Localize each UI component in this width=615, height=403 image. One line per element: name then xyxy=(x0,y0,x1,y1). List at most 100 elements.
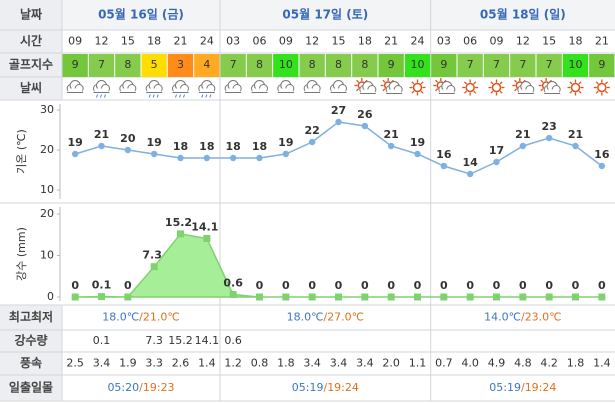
sun-time-high: 19:23 xyxy=(143,381,175,394)
golf-index: 9 xyxy=(440,58,447,71)
rain-amount: 15.2 xyxy=(168,334,193,347)
time: 12 xyxy=(305,35,319,48)
min-max-sep: / xyxy=(139,311,143,324)
rain-point xyxy=(203,234,211,242)
cloud xyxy=(173,88,188,93)
rain-point xyxy=(414,293,421,301)
golf-cell xyxy=(510,54,536,77)
weather-icon xyxy=(224,80,242,93)
sun-ray xyxy=(464,81,468,85)
data-label: 18 xyxy=(199,140,214,153)
data-label: 23 xyxy=(542,120,557,133)
data-label: 21 xyxy=(384,128,399,141)
time: 09 xyxy=(490,35,504,48)
min-max: 18.0℃/27.0℃ xyxy=(287,311,364,324)
golf-cell xyxy=(62,54,88,77)
golf-index: 8 xyxy=(361,58,368,71)
label-cell xyxy=(0,375,62,401)
y-tick-label: 30 xyxy=(40,103,54,116)
time: 12 xyxy=(95,35,109,48)
min-max: 14.0℃/23.0℃ xyxy=(484,311,561,324)
data-label: 0 xyxy=(335,279,343,292)
sun-ray xyxy=(514,79,518,83)
cloud xyxy=(331,88,346,93)
sun-time-high: 19:24 xyxy=(525,381,557,394)
time: 21 xyxy=(174,35,188,48)
rain-point xyxy=(519,293,527,301)
cloud xyxy=(120,88,135,93)
time: 15 xyxy=(332,35,346,48)
temp-point xyxy=(598,162,606,170)
min-max-high: 23.0℃ xyxy=(525,311,562,324)
sun-ray xyxy=(604,81,608,85)
rain-amount: 7.3 xyxy=(145,334,163,347)
sun-ray xyxy=(578,90,582,94)
rain-point xyxy=(598,293,606,301)
sun-ray xyxy=(420,90,424,94)
wind: 1.2 xyxy=(224,357,242,370)
golf-cell xyxy=(141,54,167,77)
rain-point xyxy=(150,263,158,271)
rain-point xyxy=(572,293,579,301)
sun-time-sep: / xyxy=(139,381,143,394)
rain-drop xyxy=(209,94,212,98)
data-label: 21 xyxy=(568,128,583,141)
weather-icon xyxy=(303,80,321,93)
temp-point xyxy=(282,150,290,158)
row-label: 날짜 xyxy=(20,7,42,22)
data-label: 0 xyxy=(256,279,264,292)
rain-drop xyxy=(100,94,102,98)
golf-index: 3 xyxy=(177,58,184,71)
data-label: 17 xyxy=(489,144,504,157)
sun-time: 05:19/19:24 xyxy=(292,381,359,394)
sun-ray xyxy=(420,81,424,85)
cloud xyxy=(360,89,375,94)
rain-point xyxy=(98,293,105,301)
sun-ray xyxy=(595,81,599,85)
golf-cell xyxy=(352,54,378,77)
temp-point xyxy=(572,142,579,150)
golf-cell xyxy=(457,54,483,77)
data-label: 19 xyxy=(410,136,425,149)
data-label: 19 xyxy=(147,136,162,149)
wind: 1.1 xyxy=(409,357,427,370)
wind: 4.2 xyxy=(540,357,558,370)
data-label: 0 xyxy=(466,279,474,292)
sun-ray xyxy=(569,90,573,94)
rain-drop xyxy=(179,94,181,98)
date: 05월 16일 (금) xyxy=(98,7,184,22)
weather-icon xyxy=(119,80,137,93)
data-label: 0 xyxy=(414,279,422,292)
weather-icon xyxy=(462,79,479,96)
wind: 2.5 xyxy=(66,357,84,370)
golf-cell xyxy=(299,54,325,77)
rain-point xyxy=(229,291,237,299)
weather-icon xyxy=(66,80,84,93)
data-label: 0 xyxy=(493,279,501,292)
rain-amount: 0.1 xyxy=(93,334,111,347)
rain-point xyxy=(256,293,263,301)
wind: 2.6 xyxy=(172,357,190,370)
sun-ray xyxy=(356,88,360,92)
sun-ray xyxy=(514,88,518,92)
rain-drop xyxy=(96,94,98,98)
wind: 3.3 xyxy=(145,357,163,370)
sun-time: 05:20/19:23 xyxy=(107,381,174,394)
data-label: 0 xyxy=(282,279,290,292)
golf-index: 4 xyxy=(203,58,210,71)
temp-point xyxy=(545,134,553,142)
sun-ray xyxy=(411,90,415,94)
sun-ray xyxy=(540,88,544,92)
golf-cell xyxy=(589,54,615,77)
temp-point xyxy=(387,142,395,150)
row-label: 날씨 xyxy=(20,81,42,95)
min-max: 18.0℃/21.0℃ xyxy=(102,311,179,324)
data-label: 0.1 xyxy=(92,279,112,292)
label-cell xyxy=(0,0,62,30)
temp-point xyxy=(150,150,158,158)
golf-index: 8 xyxy=(335,58,342,71)
wind: 4.8 xyxy=(514,357,532,370)
time: 18 xyxy=(569,35,583,48)
time: 09 xyxy=(68,35,82,48)
rain-point xyxy=(466,293,474,301)
